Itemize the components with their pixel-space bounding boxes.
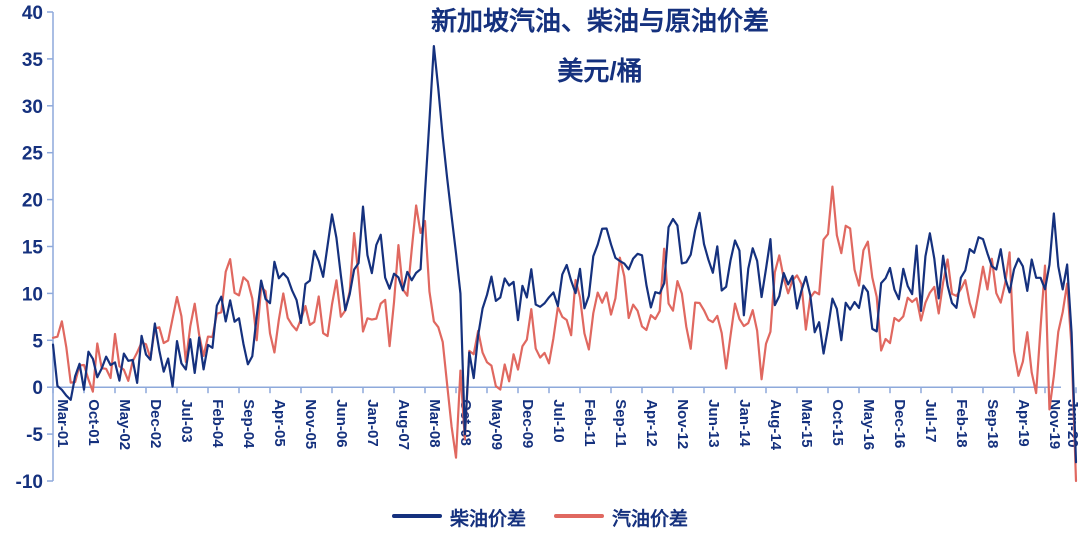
svg-text:Feb-04: Feb-04 bbox=[209, 399, 226, 448]
svg-text:May-02: May-02 bbox=[116, 399, 133, 450]
svg-text:Jul-10: Jul-10 bbox=[550, 399, 567, 442]
svg-text:Apr-05: Apr-05 bbox=[271, 399, 288, 447]
svg-text:Jun-13: Jun-13 bbox=[705, 399, 722, 447]
svg-text:30: 30 bbox=[22, 97, 43, 118]
svg-text:Jul-17: Jul-17 bbox=[922, 399, 939, 442]
svg-text:Dec-02: Dec-02 bbox=[147, 399, 164, 448]
svg-text:Jan-14: Jan-14 bbox=[736, 399, 753, 447]
svg-text:Sep-18: Sep-18 bbox=[984, 399, 1001, 448]
svg-text:Apr-19: Apr-19 bbox=[1015, 399, 1032, 447]
svg-text:35: 35 bbox=[22, 50, 44, 71]
svg-text:Oct-15: Oct-15 bbox=[829, 399, 846, 446]
svg-text:Feb-11: Feb-11 bbox=[581, 399, 598, 447]
svg-text:-5: -5 bbox=[26, 425, 43, 446]
svg-text:Jan-07: Jan-07 bbox=[364, 399, 381, 447]
svg-text:10: 10 bbox=[22, 284, 43, 305]
svg-text:Dec-09: Dec-09 bbox=[519, 399, 536, 448]
svg-text:Oct-01: Oct-01 bbox=[85, 399, 102, 446]
svg-text:Mar-01: Mar-01 bbox=[54, 399, 71, 447]
svg-text:Feb-18: Feb-18 bbox=[953, 399, 970, 447]
svg-text:Jun-20: Jun-20 bbox=[1064, 399, 1080, 447]
svg-text:Sep-11: Sep-11 bbox=[612, 399, 629, 447]
svg-text:Jun-06: Jun-06 bbox=[333, 399, 350, 447]
svg-text:Mar-08: Mar-08 bbox=[426, 399, 443, 447]
svg-text:Aug-14: Aug-14 bbox=[767, 399, 784, 450]
svg-text:May-16: May-16 bbox=[860, 399, 877, 450]
svg-text:-10: -10 bbox=[16, 472, 43, 493]
svg-text:Mar-15: Mar-15 bbox=[798, 399, 815, 447]
svg-text:40: 40 bbox=[22, 3, 43, 24]
svg-text:20: 20 bbox=[22, 191, 43, 212]
svg-text:25: 25 bbox=[22, 144, 44, 165]
svg-text:May-09: May-09 bbox=[488, 399, 505, 450]
svg-text:Aug-07: Aug-07 bbox=[395, 399, 412, 450]
svg-text:0: 0 bbox=[32, 378, 43, 399]
svg-text:Nov-05: Nov-05 bbox=[302, 399, 319, 449]
svg-text:15: 15 bbox=[22, 238, 44, 259]
svg-text:Apr-12: Apr-12 bbox=[643, 399, 660, 447]
svg-text:Jul-03: Jul-03 bbox=[178, 399, 195, 442]
svg-text:Dec-16: Dec-16 bbox=[891, 399, 908, 448]
svg-text:Nov-12: Nov-12 bbox=[674, 399, 691, 449]
svg-text:Sep-04: Sep-04 bbox=[240, 399, 257, 449]
svg-text:5: 5 bbox=[32, 331, 43, 352]
